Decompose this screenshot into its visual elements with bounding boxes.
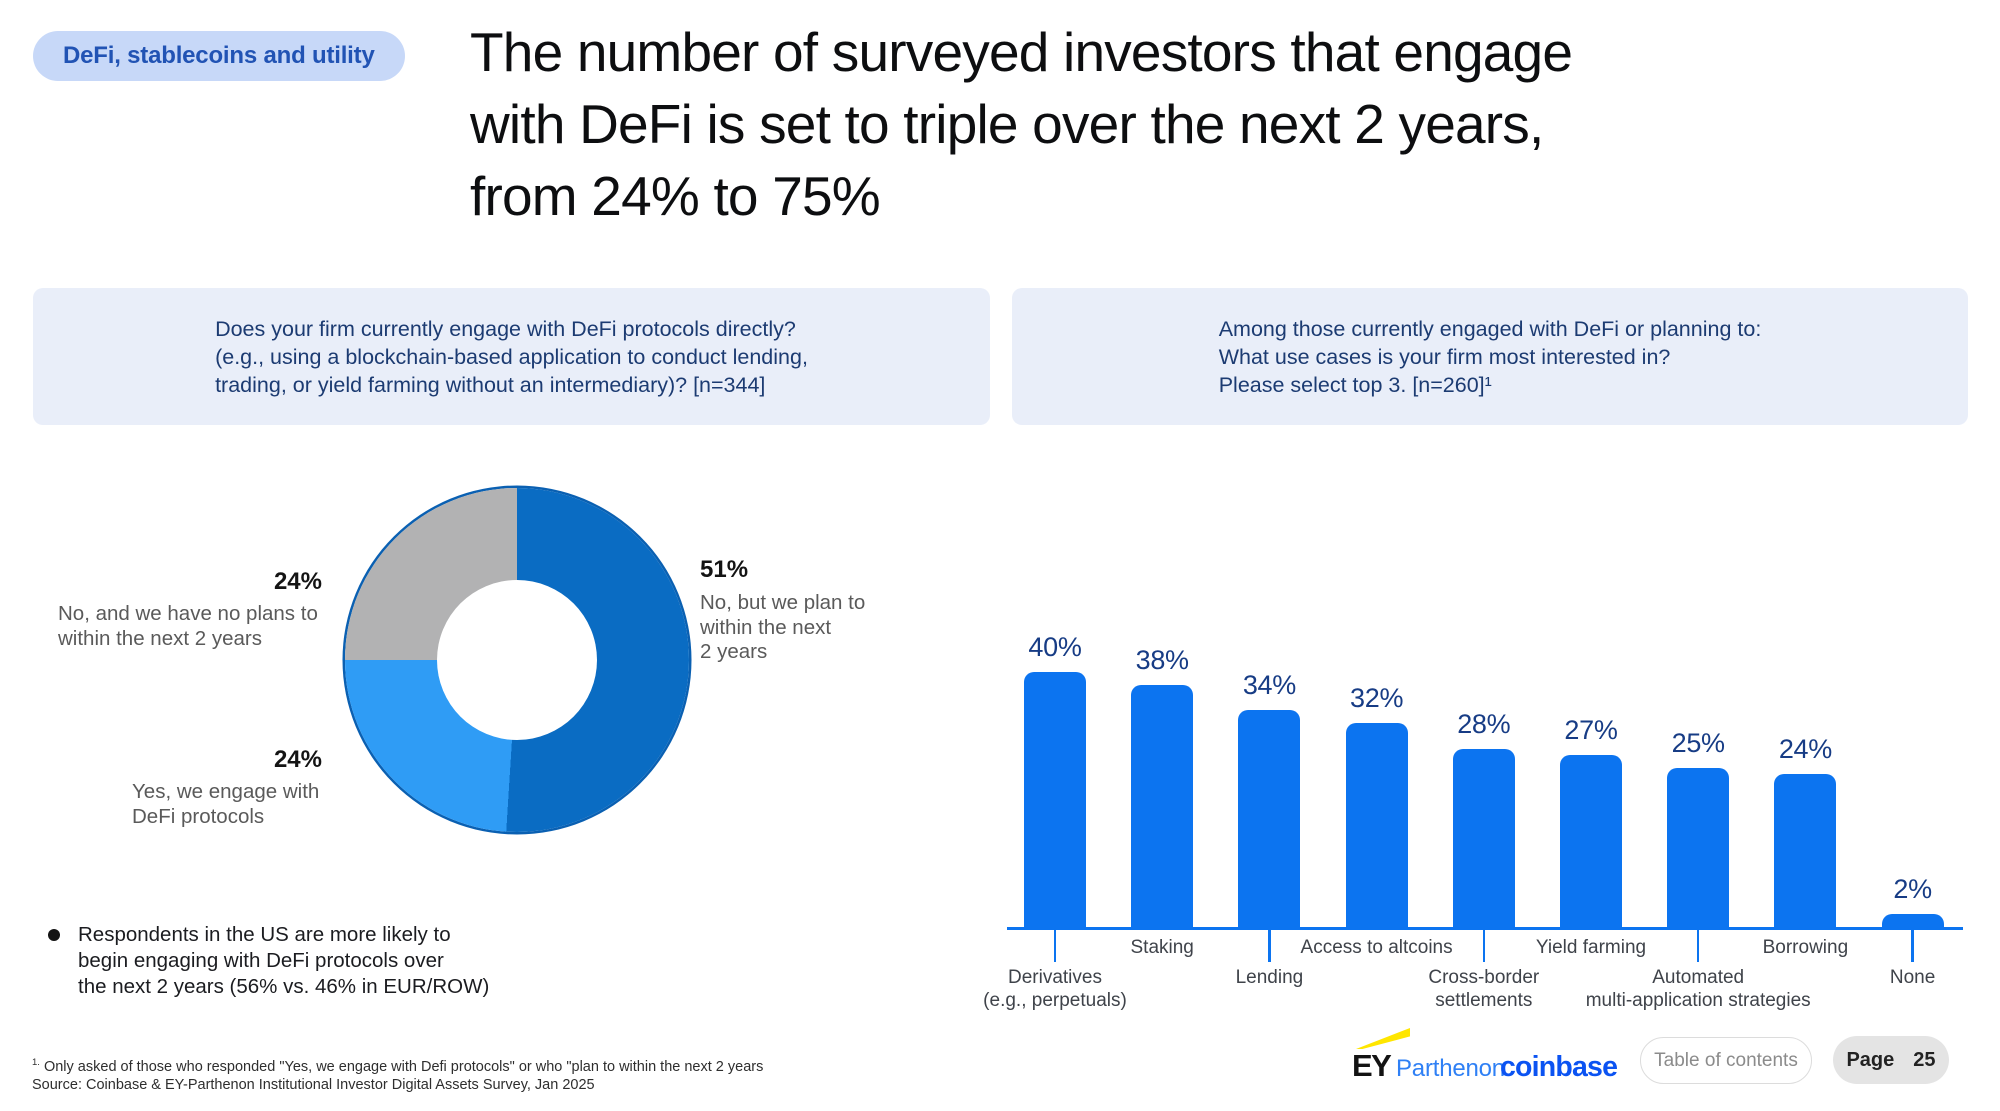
- insight-note: Respondents in the US are more likely to…: [48, 922, 489, 1000]
- table-of-contents-button[interactable]: Table of contents: [1640, 1037, 1812, 1084]
- bar-chart: 40% Derivatives (e.g., perpetuals) 38% Stak…: [983, 598, 1963, 1028]
- bar-automated-multi-application-strategies: [1667, 767, 1730, 927]
- bar-value-staking: 38%: [1135, 644, 1189, 675]
- donut-desc-no-plans: No, and we have no plans to within the n…: [58, 602, 318, 650]
- bar-value-access-to-altcoins: 32%: [1350, 683, 1404, 713]
- category-label-cross-border-settlements: Cross-border settlements: [1428, 967, 1540, 1011]
- insight-note-text: Respondents in the US are more likely to…: [78, 923, 490, 998]
- bar-value-derivatives-e-g-perpetuals: 40%: [1028, 632, 1082, 662]
- question-text-right: Among those currently engaged with DeFi …: [1218, 316, 1762, 397]
- coinbase-wordmark: coinbase: [1500, 1051, 1618, 1083]
- footnote-text: Only asked of those who responded "Yes, …: [43, 1058, 764, 1075]
- category-label-yield-farming: Yield farming: [1535, 937, 1647, 958]
- bar-staking: [1131, 684, 1194, 927]
- bullet-icon: [48, 929, 60, 941]
- donut-label-plan-to: 51% No, but we plan to within the next 2…: [700, 556, 940, 665]
- bar-access-to-altcoins: [1345, 723, 1408, 927]
- donut-hole: [437, 580, 597, 740]
- bar-value-yield-farming: 27%: [1564, 714, 1618, 745]
- bar-value-lending: 34%: [1242, 670, 1296, 701]
- page-indicator[interactable]: Page 25: [1833, 1036, 1949, 1084]
- page-title: The number of surveyed investors that en…: [470, 21, 1573, 227]
- section-badge: DeFi, stablecoins and utility: [33, 31, 405, 81]
- x-axis-line: [1007, 927, 1963, 930]
- bar-value-none: 2%: [1893, 874, 1932, 905]
- axis-tick-cross-border-settlements: [1482, 929, 1486, 962]
- axis-tick-none: [1911, 929, 1914, 962]
- donut-label-no-plans: 24% No, and we have no plans to within t…: [58, 568, 322, 651]
- footnote-line: 1. Only asked of those who responded "Ye…: [32, 1057, 763, 1075]
- donut-pct-plan-to: 51%: [700, 556, 749, 583]
- question-card-right: Among those currently engaged with DeFi …: [1012, 288, 1968, 425]
- bar-borrowing: [1774, 774, 1837, 927]
- ey-letters: EY: [1352, 1048, 1392, 1083]
- bar-cross-border-settlements: [1452, 748, 1515, 927]
- donut-desc-plan-to: No, but we plan to within the next 2 yea…: [700, 591, 866, 663]
- donut-desc-yes: Yes, we engage with DeFi protocols: [132, 780, 320, 828]
- category-label-access-to-altcoins: Access to altcoins: [1300, 937, 1453, 958]
- category-label-none: None: [1889, 967, 1936, 988]
- footnote: 1. Only asked of those who responded "Ye…: [32, 1057, 763, 1093]
- page-label: Page: [1846, 1048, 1895, 1071]
- question-card-left: Does your firm currently engage with DeF…: [33, 288, 990, 425]
- axis-tick-lending: [1268, 929, 1271, 962]
- bar-value-cross-border-settlements: 28%: [1457, 708, 1511, 739]
- footnote-superscript: 1.: [32, 1057, 40, 1068]
- source-text: Source: Coinbase & EY-Parthenon Institut…: [32, 1076, 595, 1093]
- axis-tick-derivatives-e-g-perpetuals: [1053, 929, 1057, 962]
- category-label-automated-multi-application-strategies: Automated multi-application strategies: [1585, 967, 1811, 1011]
- category-label-staking: Staking: [1130, 937, 1194, 958]
- bar-value-automated-multi-application-strategies: 25%: [1671, 727, 1725, 758]
- ey-parthenon-wordmark: Parthenon: [1396, 1055, 1505, 1082]
- bar-none: [1881, 914, 1944, 927]
- question-text-left: Does your firm currently engage with DeF…: [215, 316, 808, 397]
- donut-pct-no-plans: 24%: [273, 568, 322, 595]
- bar-lending: [1238, 710, 1301, 927]
- category-label-borrowing: Borrowing: [1762, 937, 1849, 958]
- bar-derivatives-e-g-perpetuals: [1024, 672, 1086, 927]
- page-number: 25: [1913, 1048, 1936, 1071]
- bar-value-borrowing: 24%: [1778, 734, 1832, 764]
- donut-pct-yes: 24%: [273, 746, 322, 773]
- donut-label-yes: 24% Yes, we engage with DeFi protocols: [132, 746, 322, 829]
- axis-tick-automated-multi-application-strategies: [1696, 929, 1700, 962]
- donut-chart: [345, 488, 689, 832]
- ey-beam-icon: [1356, 1028, 1410, 1049]
- category-label-lending: Lending: [1235, 967, 1304, 988]
- bar-yield-farming: [1560, 754, 1622, 927]
- category-label-derivatives-e-g-perpetuals: Derivatives (e.g., perpetuals): [983, 967, 1127, 1011]
